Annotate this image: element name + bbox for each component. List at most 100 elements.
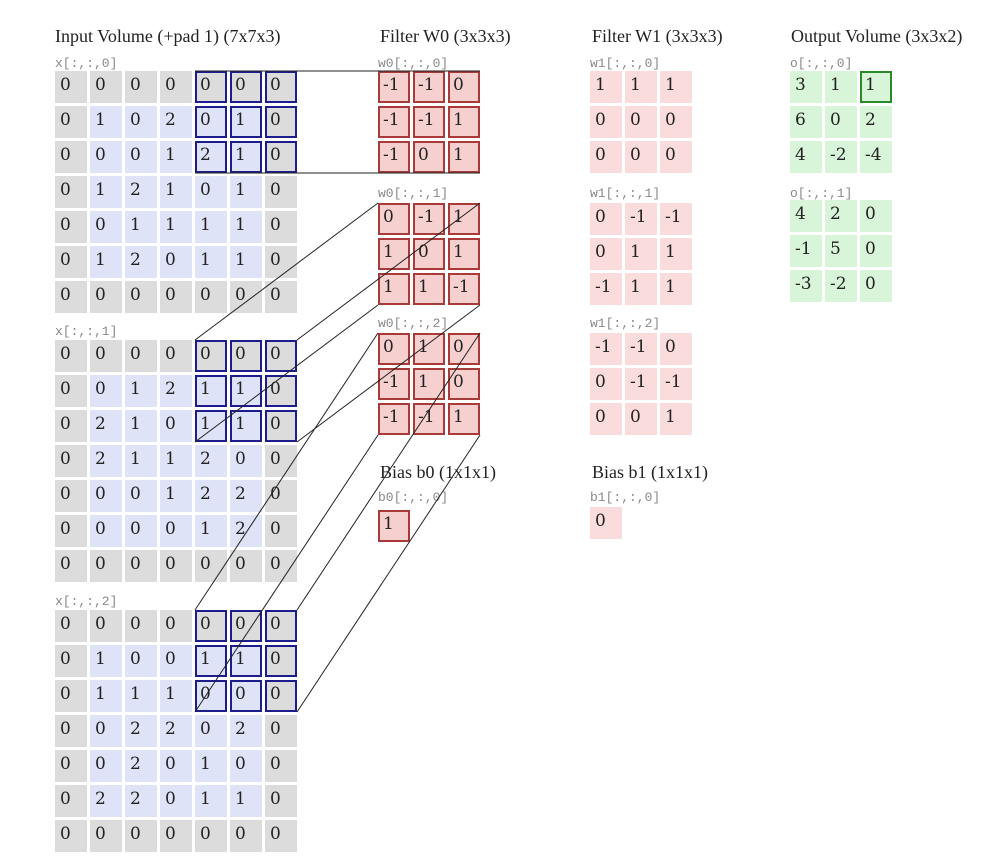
input-cell: 0 — [125, 610, 157, 642]
input-cell: 0 — [265, 106, 297, 138]
input-cell: 0 — [195, 176, 227, 208]
input-cell: 2 — [90, 445, 122, 477]
input-cell: 0 — [125, 515, 157, 547]
input-cell: 0 — [55, 785, 87, 817]
input-cell: 2 — [90, 410, 122, 442]
input-cell: 0 — [55, 820, 87, 852]
w1-cell: 1 — [625, 238, 657, 270]
input-cell: 0 — [125, 340, 157, 372]
bias-b1-title: Bias b1 (1x1x1) — [592, 462, 708, 482]
input-cell: 0 — [265, 550, 297, 582]
input-cell: 0 — [90, 71, 122, 103]
input-cell: 0 — [195, 340, 227, 372]
input-cell: 0 — [125, 550, 157, 582]
o0-label: o[:,:,0] — [790, 56, 853, 71]
input-cell: 0 — [90, 715, 122, 747]
input-cell: 0 — [90, 515, 122, 547]
input-cell: 0 — [195, 715, 227, 747]
w1-cell: -1 — [590, 273, 622, 305]
w1-cell: 0 — [590, 141, 622, 173]
output-volume-title: Output Volume (3x3x2) — [791, 26, 963, 46]
input-cell: 0 — [160, 71, 192, 103]
filter-w1-title: Filter W1 (3x3x3) — [592, 26, 723, 46]
input-cell: 2 — [125, 750, 157, 782]
w1-cell: 0 — [625, 141, 657, 173]
input-cell: 1 — [160, 176, 192, 208]
input-cell: 0 — [55, 211, 87, 243]
input-cell: 0 — [125, 480, 157, 512]
w1-cell: 1 — [660, 403, 692, 435]
w0-cell: 1 — [448, 141, 480, 173]
input-cell: 0 — [160, 610, 192, 642]
w1-cell: 1 — [625, 273, 657, 305]
input-cell: 1 — [230, 645, 262, 677]
input-cell: 2 — [195, 480, 227, 512]
input-cell: 0 — [265, 375, 297, 407]
output-cell: 0 — [860, 270, 892, 302]
input-cell: 0 — [90, 820, 122, 852]
input-cell: 0 — [265, 340, 297, 372]
output-cell: -2 — [825, 270, 857, 302]
w0-cell: 1 — [413, 333, 445, 365]
input-cell: 0 — [55, 281, 87, 313]
input-cell: 0 — [265, 445, 297, 477]
b0-label: b0[:,:,0] — [378, 490, 449, 505]
input-cell: 0 — [195, 610, 227, 642]
input-cell: 0 — [230, 550, 262, 582]
w1-cell: 0 — [590, 238, 622, 270]
input-cell: 0 — [230, 610, 262, 642]
input-cell: 1 — [160, 445, 192, 477]
w0-cell: 1 — [448, 238, 480, 270]
input-cell: 0 — [55, 750, 87, 782]
w0-cell: 0 — [413, 238, 445, 270]
input-cell: 0 — [125, 106, 157, 138]
input-cell: 1 — [230, 211, 262, 243]
input-cell: 1 — [230, 246, 262, 278]
input-cell: 0 — [265, 785, 297, 817]
input-cell: 1 — [125, 680, 157, 712]
input-cell: 0 — [230, 680, 262, 712]
output-cell: 0 — [860, 200, 892, 232]
w02-label: w0[:,:,2] — [378, 316, 449, 331]
input-cell: 0 — [230, 71, 262, 103]
input-cell: 0 — [265, 610, 297, 642]
input-cell: 1 — [230, 410, 262, 442]
w1-cell: 0 — [590, 106, 622, 138]
output-cell: -1 — [790, 235, 822, 267]
w1-cell: 0 — [590, 403, 622, 435]
w0-cell: -1 — [448, 273, 480, 305]
w0-cell: 0 — [448, 333, 480, 365]
input-cell: 0 — [230, 750, 262, 782]
x1-label: x[:,:,1] — [55, 324, 118, 339]
input-cell: 0 — [55, 515, 87, 547]
input-cell: 0 — [265, 715, 297, 747]
w1-cell: 1 — [660, 238, 692, 270]
input-cell: 0 — [55, 445, 87, 477]
input-cell: 0 — [125, 281, 157, 313]
w0-cell: 1 — [378, 273, 410, 305]
input-cell: 2 — [125, 176, 157, 208]
input-cell: 1 — [125, 375, 157, 407]
input-cell: 0 — [55, 246, 87, 278]
input-cell: 0 — [125, 141, 157, 173]
w1-cell: 0 — [590, 203, 622, 235]
input-cell: 1 — [195, 515, 227, 547]
w1-cell: -1 — [625, 368, 657, 400]
input-cell: 0 — [90, 211, 122, 243]
w0-cell: -1 — [378, 141, 410, 173]
input-cell: 0 — [265, 515, 297, 547]
input-cell: 1 — [230, 141, 262, 173]
input-cell: 1 — [90, 645, 122, 677]
bias-b0-title: Bias b0 (1x1x1) — [380, 462, 496, 482]
w0-cell: 0 — [413, 141, 445, 173]
input-cell: 2 — [90, 785, 122, 817]
output-cell: 5 — [825, 235, 857, 267]
input-cell: 0 — [265, 211, 297, 243]
w0-cell: 1 — [448, 106, 480, 138]
input-cell: 0 — [265, 71, 297, 103]
input-cell: 0 — [160, 340, 192, 372]
input-cell: 0 — [265, 410, 297, 442]
output-cell: -3 — [790, 270, 822, 302]
input-cell: 0 — [195, 820, 227, 852]
input-cell: 0 — [265, 750, 297, 782]
